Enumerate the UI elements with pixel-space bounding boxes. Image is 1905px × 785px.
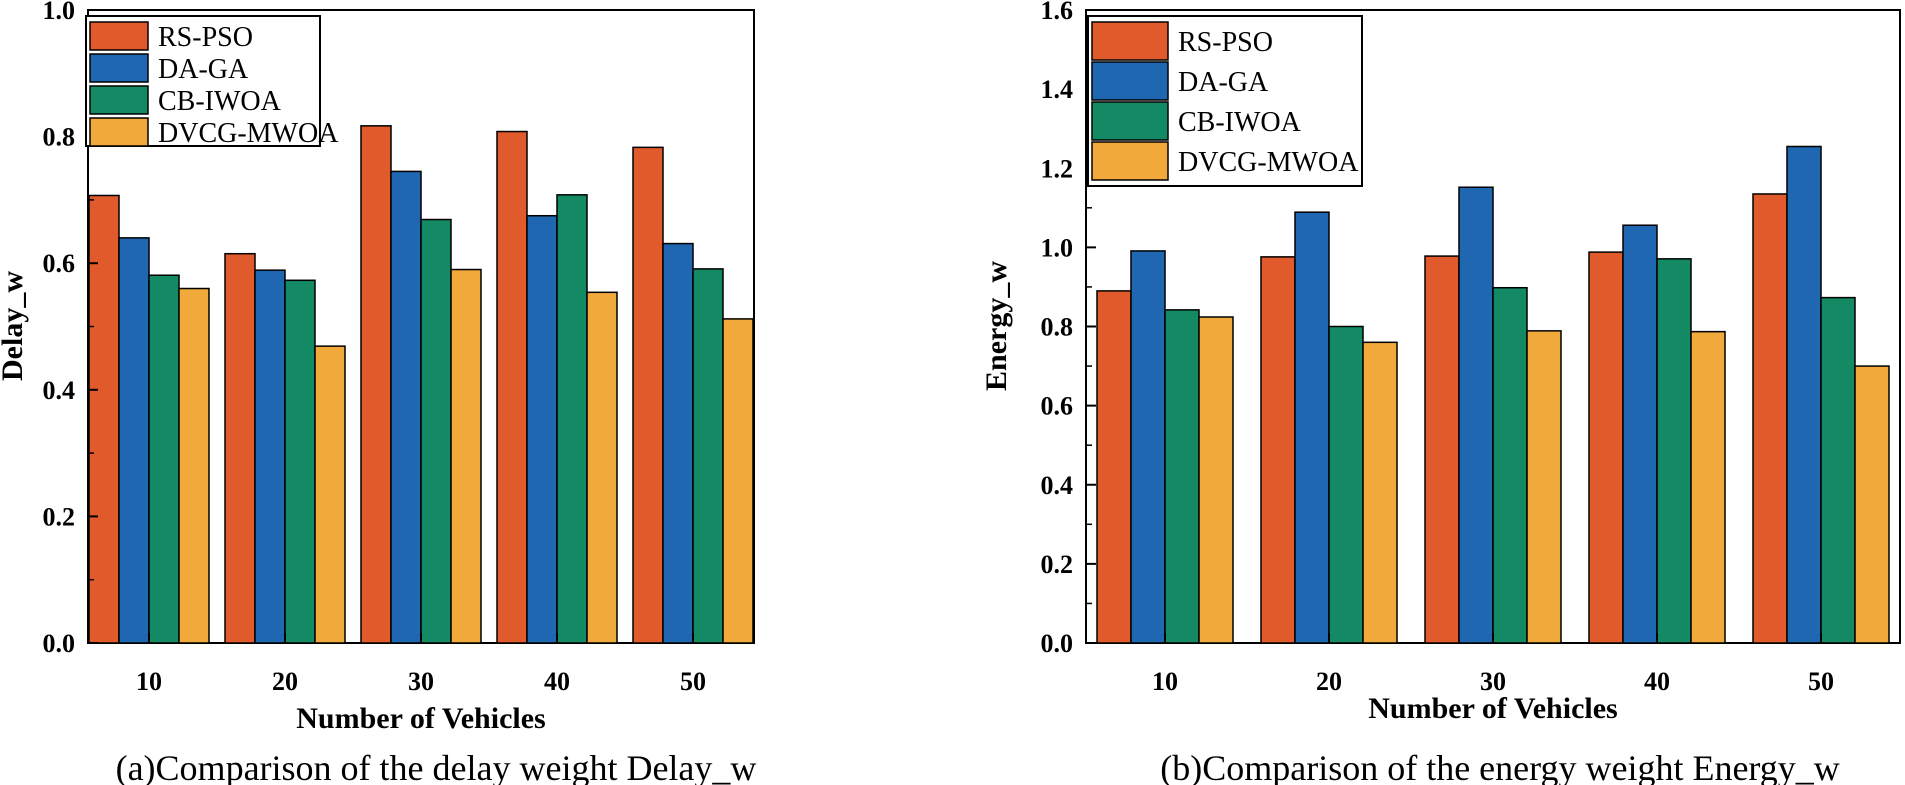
legend-label: DVCG-MWOA	[1178, 147, 1359, 178]
x-tick-label: 50	[1808, 667, 1834, 696]
bar-rs-pso-50	[1752, 193, 1788, 644]
legend-swatch	[89, 117, 149, 147]
bar-rs-pso-50	[632, 146, 664, 644]
legend-swatch	[1091, 61, 1169, 101]
chart-caption: (b)Comparison of the energy weight Energ…	[1160, 748, 1840, 785]
y-tick-label: 1.2	[1041, 154, 1074, 183]
bar-da-ga-30	[1458, 186, 1494, 644]
y-tick-label: 0.8	[1041, 313, 1074, 342]
bar-dvcg-mwoa-40	[1690, 330, 1726, 644]
bar-dvcg-mwoa-40	[586, 291, 618, 644]
legend-label: CB-IWOA	[158, 86, 282, 117]
x-tick-label: 20	[272, 667, 298, 696]
bar-da-ga-40	[1622, 224, 1658, 644]
bar-cb-iwoa-30	[1492, 286, 1528, 644]
x-tick-label: 20	[1316, 667, 1342, 696]
y-tick-label: 0.6	[43, 249, 76, 278]
bar-dvcg-mwoa-50	[722, 318, 754, 644]
bar-dvcg-mwoa-20	[314, 345, 346, 644]
legend-swatch	[89, 85, 149, 115]
y-tick-label: 0.4	[43, 376, 76, 405]
legend-swatch	[89, 53, 149, 83]
x-axis-title: Number of Vehicles	[296, 702, 545, 735]
bar-cb-iwoa-40	[1656, 258, 1692, 644]
bar-dvcg-mwoa-10	[178, 287, 210, 644]
bar-dvcg-mwoa-30	[450, 268, 482, 644]
bar-rs-pso-20	[224, 252, 256, 644]
legend-swatch	[1091, 21, 1169, 61]
x-axis-title: Number of Vehicles	[1368, 692, 1617, 725]
legend-label: DA-GA	[1178, 67, 1269, 98]
delay-weight-chart: 0.0 0.2 0.4 0.6 0.8 1.0 10 20 30 40 50 Number of V…	[0, 0, 756, 785]
chart-caption: (a)Comparison of the delay weight Delay_…	[116, 748, 757, 785]
x-tick-label: 10	[1152, 667, 1178, 696]
x-tick-label: 40	[544, 667, 570, 696]
y-axis-title: Energy_w	[980, 261, 1013, 391]
bar-da-ga-40	[526, 214, 558, 644]
legend-label: RS-PSO	[1178, 27, 1273, 58]
bar-cb-iwoa-50	[692, 268, 724, 644]
legend: RS-PSO DA-GA CB-IWOA DVCG-MWOA	[1087, 15, 1363, 187]
bar-rs-pso-20	[1260, 256, 1296, 644]
bar-cb-iwoa-10	[1164, 309, 1200, 644]
bar-da-ga-50	[1786, 145, 1822, 644]
y-tick-label: 0.4	[1041, 471, 1074, 500]
y-tick-label: 0.6	[1041, 392, 1074, 421]
y-axis-title: Delay_w	[0, 271, 29, 381]
bar-cb-iwoa-20	[1328, 325, 1364, 644]
bar-dvcg-mwoa-20	[1362, 341, 1398, 644]
y-tick-label: 0.2	[43, 502, 76, 531]
legend-label: DA-GA	[158, 54, 249, 85]
legend-swatch	[89, 21, 149, 51]
y-tick-label: 1.6	[1041, 0, 1074, 25]
y-tick-label: 1.0	[1041, 233, 1074, 262]
legend-swatch	[1091, 141, 1169, 181]
y-tick-label: 0.8	[43, 123, 76, 152]
bar-rs-pso-30	[360, 125, 392, 644]
bar-cb-iwoa-30	[420, 218, 452, 644]
bar-dvcg-mwoa-10	[1198, 316, 1234, 644]
bar-dvcg-mwoa-50	[1854, 365, 1890, 644]
bar-da-ga-10	[1130, 250, 1166, 644]
legend-swatch	[1091, 101, 1169, 141]
bar-da-ga-20	[1294, 211, 1330, 644]
y-tick-label: 1.4	[1041, 75, 1074, 104]
x-tick-label: 30	[1480, 667, 1506, 696]
y-tick-label: 0.2	[1041, 550, 1074, 579]
bar-cb-iwoa-40	[556, 194, 588, 644]
bar-rs-pso-10	[1096, 290, 1132, 644]
bar-rs-pso-40	[496, 130, 528, 644]
bar-rs-pso-30	[1424, 255, 1460, 644]
y-tick-label: 1.0	[43, 0, 76, 25]
legend-label: DVCG-MWOA	[158, 118, 339, 149]
x-tick-label: 10	[136, 667, 162, 696]
y-tick-label: 0.0	[43, 629, 76, 658]
bar-rs-pso-10	[88, 194, 120, 644]
x-tick-label: 50	[680, 667, 706, 696]
bar-cb-iwoa-10	[148, 274, 180, 644]
x-tick-label: 40	[1644, 667, 1670, 696]
bar-da-ga-10	[118, 237, 150, 644]
bar-da-ga-20	[254, 269, 286, 644]
bar-dvcg-mwoa-30	[1526, 330, 1562, 644]
bar-rs-pso-40	[1588, 251, 1624, 644]
x-tick-label: 30	[408, 667, 434, 696]
legend-label: CB-IWOA	[1178, 107, 1302, 138]
bar-cb-iwoa-50	[1820, 296, 1856, 644]
y-tick-label: 0.0	[1041, 629, 1074, 658]
bar-cb-iwoa-20	[284, 279, 316, 644]
bar-da-ga-30	[390, 170, 422, 644]
energy-weight-chart: 0.0 0.2 0.4 0.6 0.8 1.0 1.2 1.4 1.6 10 20 30 40 50 Nu…	[980, 0, 1901, 785]
legend-label: RS-PSO	[158, 22, 253, 53]
bar-da-ga-50	[662, 242, 694, 644]
